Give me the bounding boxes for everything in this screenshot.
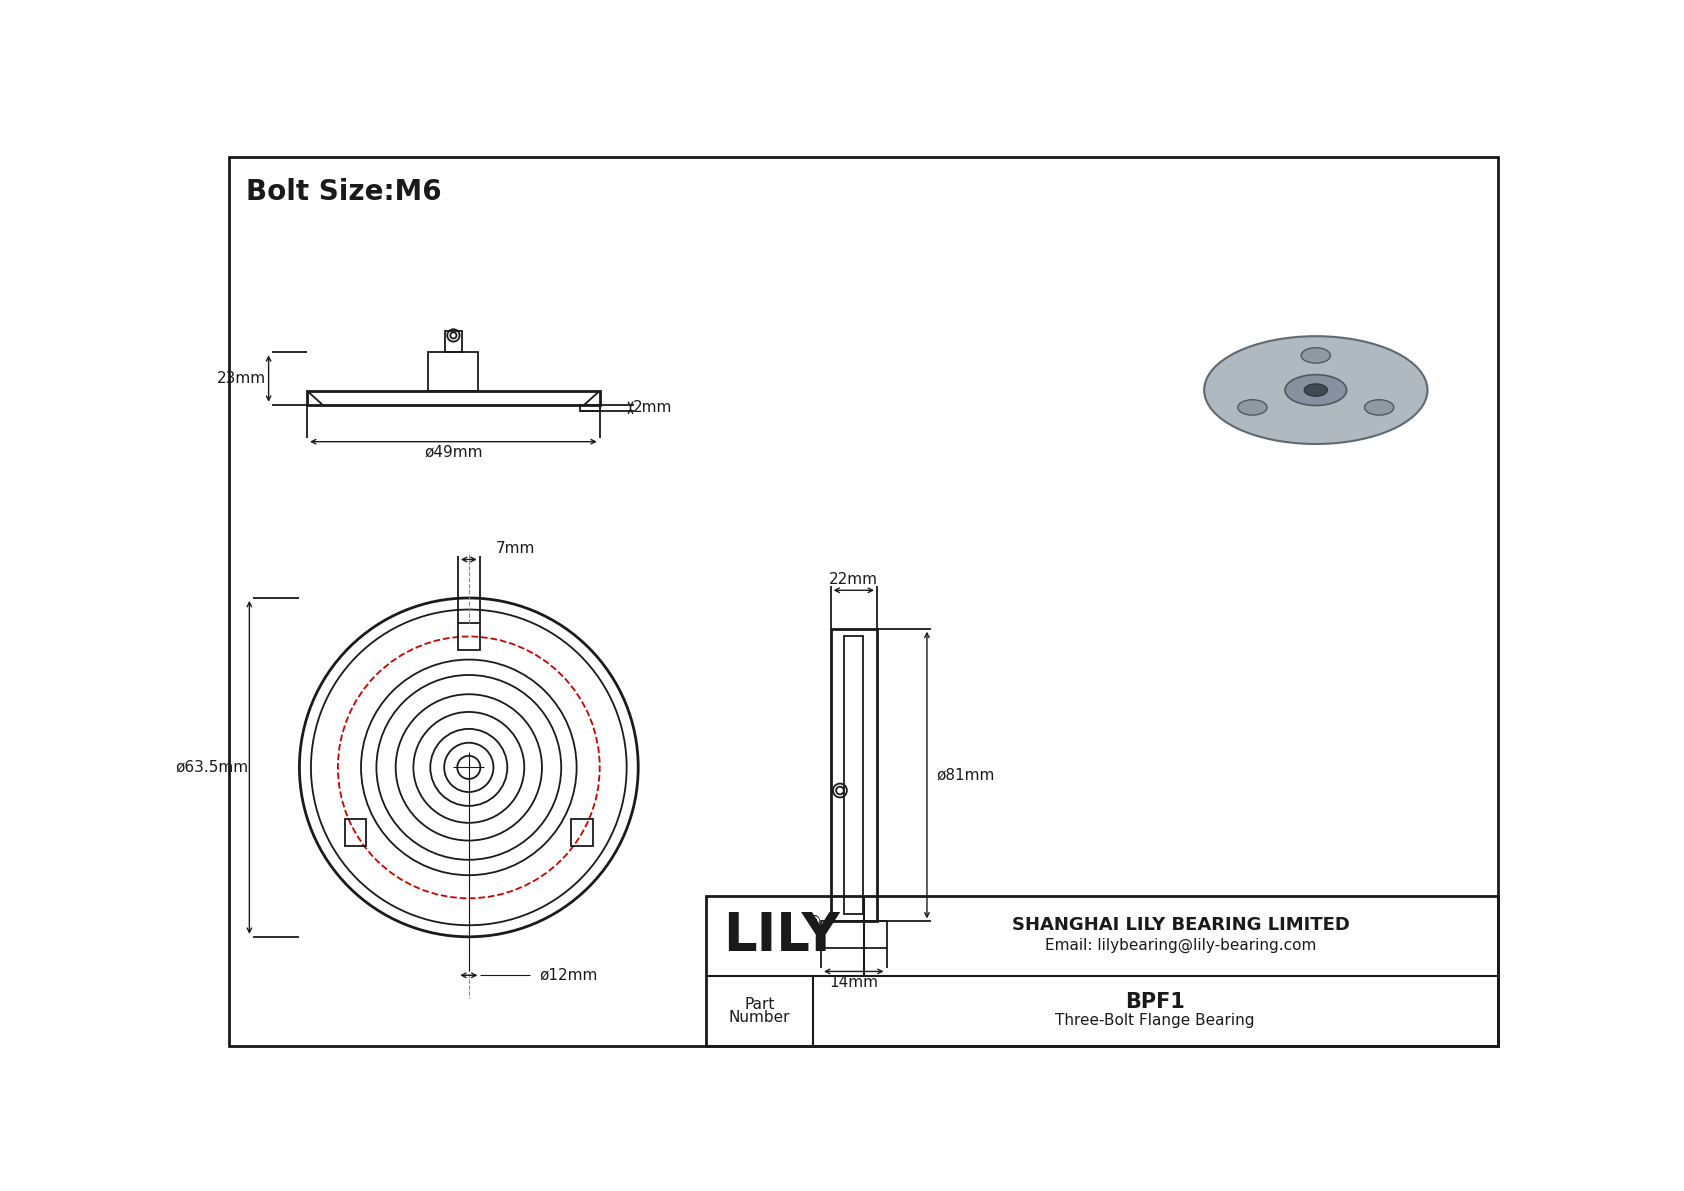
- Bar: [306, 391, 600, 405]
- Ellipse shape: [1285, 375, 1347, 405]
- Text: Email: lilybearing@lily-bearing.com: Email: lilybearing@lily-bearing.com: [1046, 937, 1317, 953]
- Text: 2mm: 2mm: [633, 400, 672, 416]
- Bar: [706, 896, 1497, 1046]
- Ellipse shape: [1204, 336, 1428, 444]
- Text: ø12mm: ø12mm: [541, 968, 598, 983]
- Bar: [844, 636, 864, 913]
- Text: Part: Part: [744, 997, 775, 1012]
- Text: ø63.5mm: ø63.5mm: [175, 760, 249, 775]
- Text: 14mm: 14mm: [829, 974, 879, 990]
- Text: LILY: LILY: [722, 910, 840, 962]
- Bar: [345, 819, 365, 847]
- Bar: [830, 629, 877, 922]
- Text: 22mm: 22mm: [829, 572, 879, 587]
- Ellipse shape: [1238, 400, 1266, 416]
- Bar: [445, 331, 461, 353]
- Text: Number: Number: [729, 1010, 790, 1024]
- Ellipse shape: [1302, 348, 1330, 363]
- Text: 7mm: 7mm: [495, 541, 536, 556]
- Text: 23mm: 23mm: [217, 372, 266, 386]
- Bar: [581, 405, 600, 411]
- Bar: [458, 623, 480, 650]
- Bar: [822, 922, 886, 948]
- Text: Bolt Size:M6: Bolt Size:M6: [246, 179, 441, 206]
- Bar: [428, 353, 478, 391]
- Text: SHANGHAI LILY BEARING LIMITED: SHANGHAI LILY BEARING LIMITED: [1012, 916, 1351, 934]
- Ellipse shape: [1364, 400, 1394, 416]
- Text: ø81mm: ø81mm: [936, 767, 995, 782]
- Ellipse shape: [1305, 384, 1327, 397]
- Text: Three-Bolt Flange Bearing: Three-Bolt Flange Bearing: [1056, 1012, 1255, 1028]
- Text: ø49mm: ø49mm: [424, 445, 483, 460]
- Text: BPF1: BPF1: [1125, 992, 1186, 1011]
- Text: ®: ®: [807, 915, 822, 929]
- Bar: [571, 819, 593, 847]
